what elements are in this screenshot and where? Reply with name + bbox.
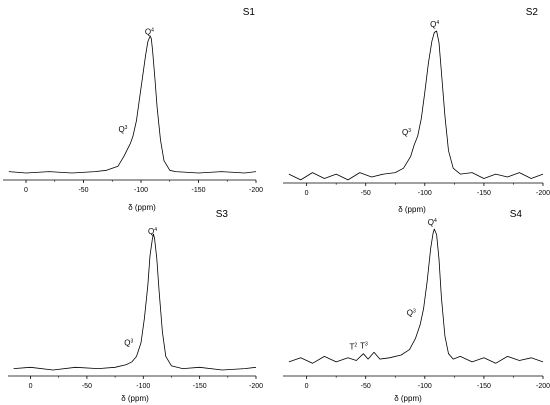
panel-3-x-tick-label: -200 [249,383,263,390]
panel-s2-plot: 0 -50 -100 -150 -200 Q3 Q4 [283,20,550,197]
panel-3-x-tick-label: -150 [193,383,207,390]
panel-3-x-tick-label: -50 [82,383,92,390]
panel-1-x-tick-label: 0 [24,187,28,194]
panel-s3-plot: 0 -50 -100 -150 -200 Q3 Q4 [8,227,263,390]
panel-1-x-tick-label: -150 [191,187,205,194]
panel-1-x-tick-label: -50 [78,187,88,194]
panel-s4-plot: 0 -50 -100 -150 -200 T2 T3 Q3 Q4 [283,218,550,390]
panel-1-x-tick-label: -200 [249,187,263,194]
panel-2-peak-annotation: Q4 [430,20,439,29]
panel-2-x-tick-label: -50 [361,190,371,197]
panel-3-spectrum-line [13,233,257,371]
panel-s3-x-axis-label: δ (ppm) [121,394,149,403]
panel-2-spectrum-line [288,30,544,181]
panel-2-x-tick-label: -150 [477,190,491,197]
panel-s2: S2 0 -50 -100 -150 -200 Q3 Q4 δ (ppm) [283,7,550,214]
panel-s1: S1 0 -50 -100 -150 -200 Q3 Q4 δ (ppm) [3,7,263,212]
panel-s3-label: S3 [216,209,229,220]
panel-4-x-tick-label: 0 [305,383,309,390]
panel-4-peak-annotation: T3 [360,341,368,350]
panel-s4-x-axis-label: δ (ppm) [394,394,422,403]
panel-4-x-tick-label: -100 [418,383,432,390]
panel-2-x-tick-label: -200 [536,190,550,197]
panel-s2-x-axis-label: δ (ppm) [398,205,426,214]
panel-2-x-tick-label: 0 [305,190,309,197]
panel-s1-x-axis-label: δ (ppm) [128,203,156,212]
panel-3-x-tick-label: 0 [29,383,33,390]
panel-s2-label: S2 [526,7,539,18]
panel-s3: S3 0 -50 -100 -150 -200 Q3 Q4 δ (ppm) [8,209,263,403]
panel-s1-plot: 0 -50 -100 -150 -200 Q3 Q4 [3,28,263,194]
panel-3-peak-annotation: Q4 [148,227,157,236]
panel-4-x-tick-label: -150 [477,383,491,390]
panel-s4-label: S4 [510,209,523,220]
panel-2-peak-annotation: Q3 [402,128,411,137]
panel-3-peak-annotation: Q3 [124,339,133,348]
panel-4-spectrum-line [288,228,544,364]
panel-4-peak-annotation: T2 [350,343,358,352]
panel-s1-label: S1 [243,7,256,18]
panel-4-x-tick-label: -50 [361,383,371,390]
panel-4-peak-annotation: Q3 [407,308,416,317]
panel-s4: S4 0 -50 -100 -150 -200 T2 T3 Q3 Q4 δ (ppm) [283,209,550,403]
panel-4-peak-annotation: Q4 [428,218,437,227]
panel-2-x-tick-label: -100 [418,190,432,197]
panel-1-peak-annotation: Q3 [118,125,127,134]
panel-4-x-tick-label: -200 [536,383,550,390]
panel-1-peak-annotation: Q4 [145,28,154,37]
panel-3-x-tick-label: -100 [136,383,150,390]
panel-1-spectrum-line [8,35,257,174]
panel-1-x-tick-label: -100 [134,187,148,194]
